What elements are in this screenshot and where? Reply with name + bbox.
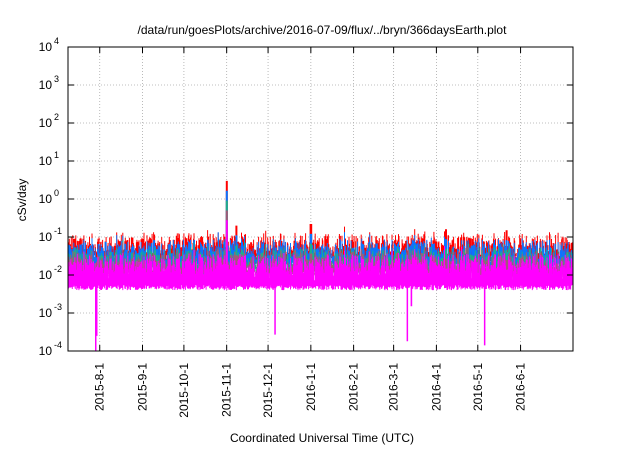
y-tick-exponent: -1 [54, 226, 62, 236]
x-tick-label: 2016-1-1 [304, 363, 318, 411]
y-tick-base: 10 [39, 268, 53, 282]
grid-lines [68, 46, 573, 352]
x-tick-label: 2015-9-1 [136, 363, 150, 411]
y-tick-base: 10 [39, 154, 53, 168]
x-tick-label: 2015-11-1 [220, 363, 234, 417]
y-tick-exponent: 0 [54, 188, 59, 198]
y-tick-exponent: -3 [54, 302, 62, 312]
y-tick-base: 10 [39, 192, 53, 206]
y-tick-base: 10 [39, 78, 53, 92]
x-tick-label: 2015-10-1 [177, 363, 191, 418]
y-tick-base: 10 [39, 344, 53, 358]
x-tick-label: 2016-6-1 [514, 363, 528, 411]
series-group [67, 180, 574, 351]
x-tick-label: 2016-5-1 [471, 363, 485, 411]
y-tick-label: 10 [39, 154, 53, 168]
y-tick-exponent: 3 [54, 74, 59, 84]
y-tick-label: 10 [39, 78, 53, 92]
y-tick-label: 10 [39, 40, 53, 54]
x-tick-label: 2015-8-1 [93, 363, 107, 411]
y-tick-exponent: -4 [54, 340, 62, 350]
y-tick-base: 10 [39, 116, 53, 130]
y-tick-label: 10 [39, 230, 53, 244]
y-tick-exponent: 1 [54, 150, 59, 160]
chart-title: /data/run/goesPlots/archive/2016-07-09/f… [138, 23, 508, 37]
y-tick-exponent: 2 [54, 112, 59, 122]
y-tick-label: 10 [39, 268, 53, 282]
y-tick-exponent: -2 [54, 264, 62, 274]
y-tick-base: 10 [39, 306, 53, 320]
x-tick-label: 2016-4-1 [429, 363, 443, 411]
y-tick-label: 10 [39, 306, 53, 320]
y-tick-label: 10 [39, 116, 53, 130]
y-tick-label: 10 [39, 344, 53, 358]
x-tick-label: 2016-3-1 [387, 363, 401, 411]
y-tick-base: 10 [39, 40, 53, 54]
y-tick-base: 10 [39, 230, 53, 244]
y-axis-label: cSv/day [15, 179, 29, 222]
y-tick-label: 10 [39, 192, 53, 206]
x-axis-label: Coordinated Universal Time (UTC) [230, 431, 414, 445]
x-tick-label: 2015-12-1 [261, 363, 275, 418]
x-tick-label: 2016-2-1 [347, 363, 361, 411]
y-tick-exponent: 4 [54, 36, 59, 46]
